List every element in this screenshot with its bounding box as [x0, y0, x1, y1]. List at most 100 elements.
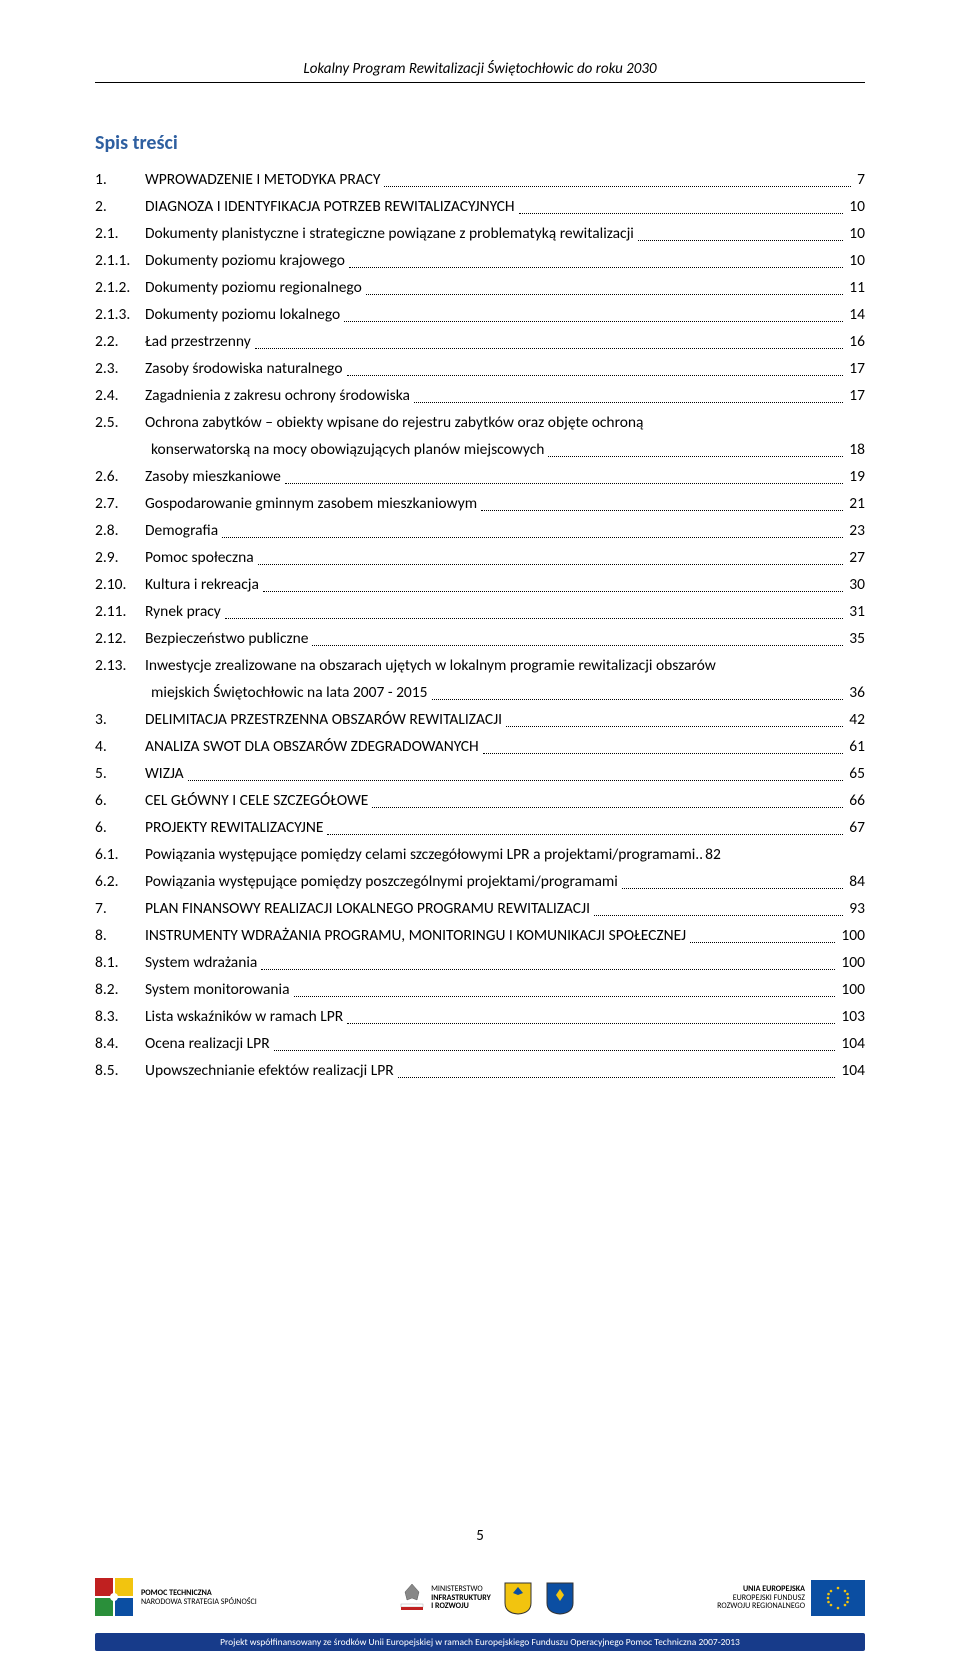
toc-leader: [188, 780, 844, 781]
toc-text: WPROWADZENIE I METODYKA PRACY: [145, 169, 380, 191]
toc-number: 2.7.: [95, 493, 145, 515]
toc-entry: 6.1.Powiązania występujące pomiędzy cela…: [95, 844, 865, 866]
logo-pomoc-techniczna: POMOC TECHNICZNANARODOWA STRATEGIA SPÓJN…: [95, 1578, 257, 1618]
toc-number: 4.: [95, 736, 145, 758]
toc-number: 2.: [95, 196, 145, 218]
toc-entry: 8.INSTRUMENTY WDRAŻANIA PROGRAMU, MONITO…: [95, 925, 865, 947]
toc-number: 7.: [95, 898, 145, 920]
toc-leader: [638, 240, 843, 241]
logo-ministry: MINISTERSTWOINFRASTRUKTURYI ROZWOJU: [399, 1582, 491, 1614]
toc-number: 6.2.: [95, 871, 145, 893]
toc-page: 42: [847, 709, 865, 731]
logo-eu: UNIA EUROPEJSKAEUROPEJSKI FUNDUSZROZWOJU…: [717, 1580, 865, 1616]
toc-text: ANALIZA SWOT DLA OBSZARÓW ZDEGRADOWANYCH: [145, 736, 479, 758]
toc-leader: [274, 1050, 836, 1051]
toc-text: DELIMITACJA PRZESTRZENNA OBSZARÓW REWITA…: [145, 709, 502, 731]
toc-page: 61: [847, 736, 865, 758]
toc-page: 100: [839, 925, 865, 947]
toc-number: 2.9.: [95, 547, 145, 569]
toc-text: Ład przestrzenny: [145, 331, 251, 353]
toc-number: 2.6.: [95, 466, 145, 488]
toc-number: 8.1.: [95, 952, 145, 974]
toc-entry: 2.9.Pomoc społeczna 27: [95, 547, 865, 569]
toc-leader: [327, 834, 843, 835]
toc-text: PLAN FINANSOWY REALIZACJI LOKALNEGO PROG…: [145, 898, 590, 920]
toc-page: 35: [847, 628, 865, 650]
footer-text: ROZWOJU REGIONALNEGO: [717, 1601, 805, 1611]
toc-entry: 2.12.Bezpieczeństwo publiczne35: [95, 628, 865, 650]
toc-page: 23: [847, 520, 865, 542]
toc-text: CEL GŁÓWNY I CELE SZCZEGÓŁOWE: [145, 790, 368, 812]
toc-entry: 8.3.Lista wskaźników w ramach LPR103: [95, 1006, 865, 1028]
toc-page: 27: [847, 547, 865, 569]
toc-page: 65: [847, 763, 865, 785]
toc-entry: 2.10.Kultura i rekreacja30: [95, 574, 865, 596]
toc-text: Zasoby środowiska naturalnego: [145, 358, 343, 380]
toc-number: 6.1.: [95, 844, 145, 866]
toc-entry: 8.1.System wdrażania100: [95, 952, 865, 974]
toc-leader: [594, 915, 843, 916]
toc-text: miejskich Świętochłowic na lata 2007 - 2…: [95, 682, 428, 704]
toc-number: 8.: [95, 925, 145, 947]
toc-leader: [414, 402, 843, 403]
toc-title: Spis treści: [95, 131, 865, 155]
toc-leader: [312, 645, 843, 646]
toc-text: Dokumenty planistyczne i strategiczne po…: [145, 223, 634, 245]
toc-page: 100: [839, 952, 865, 974]
toc-text: Gospodarowanie gminnym zasobem mieszkani…: [145, 493, 477, 515]
eu-flag-icon: [811, 1580, 865, 1616]
toc-text: Powiązania występujące pomiędzy poszczeg…: [145, 871, 618, 893]
toc-page: 100: [839, 979, 865, 1001]
toc-number: 2.1.2.: [95, 277, 145, 299]
toc-leader: [372, 807, 843, 808]
toc-leader: [285, 483, 843, 484]
toc-number: 2.3.: [95, 358, 145, 380]
toc-entry: 4.ANALIZA SWOT DLA OBSZARÓW ZDEGRADOWANY…: [95, 736, 865, 758]
toc-number: 2.12.: [95, 628, 145, 650]
toc-text: Ochrona zabytków – obiekty wpisane do re…: [145, 412, 643, 434]
toc-text: konserwatorską na mocy obowiązujących pl…: [95, 439, 544, 461]
toc-number: 2.10.: [95, 574, 145, 596]
toc-page: 14: [847, 304, 865, 326]
toc-number: 2.2.: [95, 331, 145, 353]
toc-leader: [548, 456, 843, 457]
toc-leader: [690, 942, 835, 943]
toc-entry: 2.1.1.Dokumenty poziomu krajowego10: [95, 250, 865, 272]
page-number: 5: [0, 1527, 960, 1545]
toc-leader: [255, 348, 844, 349]
toc-text: System monitorowania: [145, 979, 290, 1001]
toc-number: 2.13.: [95, 655, 145, 677]
toc-leader: [384, 186, 851, 187]
toc-number: 2.11.: [95, 601, 145, 623]
toc-text: Kultura i rekreacja: [145, 574, 259, 596]
toc-text: Pomoc społeczna: [145, 547, 254, 569]
toc-leader: [225, 618, 843, 619]
toc-text: Powiązania występujące pomiędzy celami s…: [145, 844, 695, 866]
toc-page: 16: [847, 331, 865, 353]
toc-text: WIZJA: [145, 763, 184, 785]
toc-number: 6.: [95, 790, 145, 812]
footer: POMOC TECHNICZNANARODOWA STRATEGIA SPÓJN…: [95, 1569, 865, 1651]
toc-page: 36: [847, 682, 865, 704]
toc-number: 2.1.: [95, 223, 145, 245]
toc-number: 2.4.: [95, 385, 145, 407]
toc-page: 21: [847, 493, 865, 515]
toc-text: Zagadnienia z zakresu ochrony środowiska: [145, 385, 410, 407]
toc-entry: 8.5.Upowszechnianie efektów realizacji L…: [95, 1060, 865, 1082]
toc-entry: 6.2.Powiązania występujące pomiędzy posz…: [95, 871, 865, 893]
toc-page: 67: [847, 817, 865, 839]
toc-number: 2.1.1.: [95, 250, 145, 272]
toc-text: Dokumenty poziomu krajowego: [145, 250, 345, 272]
toc-text: Upowszechnianie efektów realizacji LPR: [145, 1060, 394, 1082]
toc-page: 84: [847, 871, 865, 893]
toc-leader: [258, 564, 844, 565]
toc-page: 93: [847, 898, 865, 920]
toc-leader: [222, 537, 843, 538]
toc-text: Ocena realizacji LPR: [145, 1033, 270, 1055]
toc-leader: [366, 294, 843, 295]
toc-page: 18: [847, 439, 865, 461]
toc-leader: [344, 321, 843, 322]
toc-number: 6.: [95, 817, 145, 839]
toc-text: DIAGNOZA I IDENTYFIKACJA POTRZEB REWITAL…: [145, 196, 515, 218]
toc-entry: 2.13.Inwestycje zrealizowane na obszarac…: [95, 655, 865, 677]
